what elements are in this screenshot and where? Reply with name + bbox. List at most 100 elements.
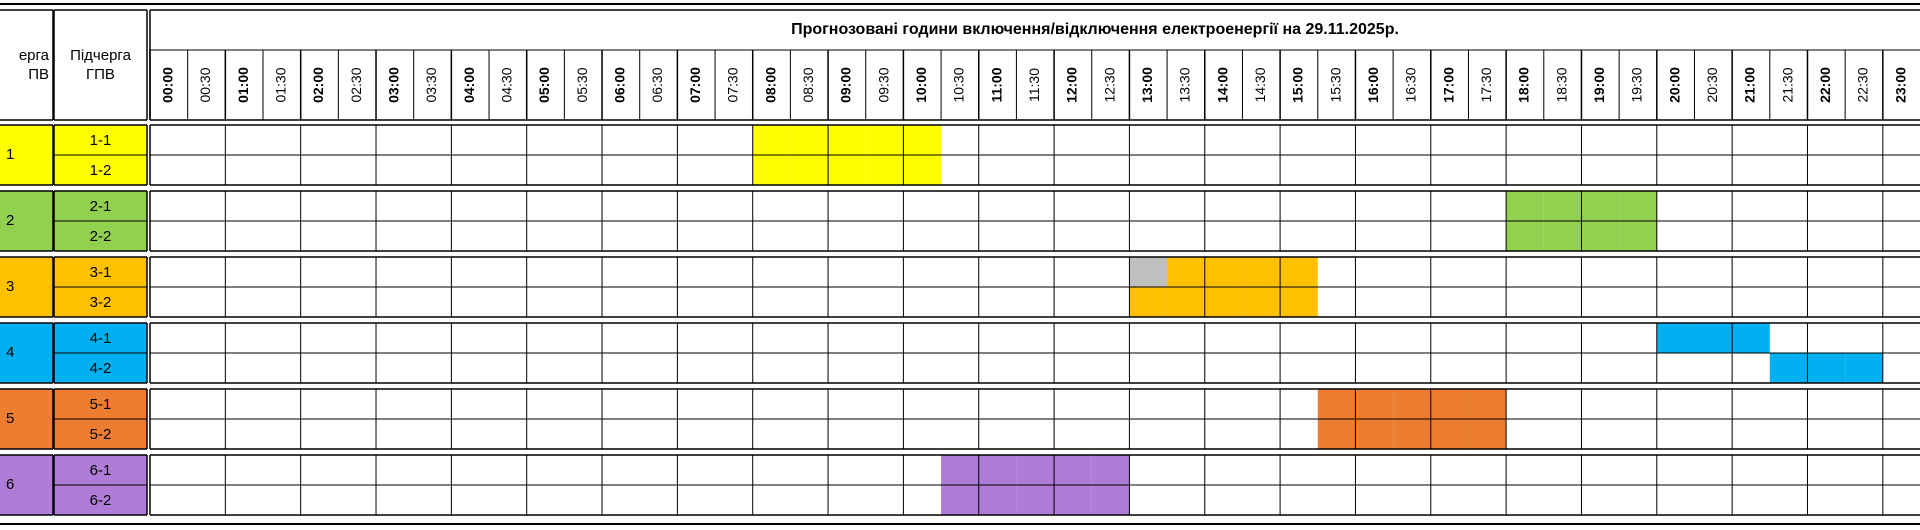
subgroup-label-6-1: 6-1 — [90, 462, 112, 479]
subgroup-cell-5-1 — [54, 389, 147, 419]
outage-cell — [1468, 389, 1507, 419]
group-cell-4 — [0, 323, 53, 383]
time-label-10:30: 10:30 — [951, 67, 967, 102]
group-label-1: 1 — [6, 146, 14, 163]
outage-cell — [978, 455, 1017, 485]
subgroup-label-1-2: 1-2 — [90, 162, 112, 179]
outage-cell — [865, 155, 904, 185]
time-label-10:00: 10:00 — [913, 67, 929, 103]
outage-cell — [1619, 221, 1657, 251]
time-label-03:30: 03:30 — [423, 67, 439, 102]
time-label-05:00: 05:00 — [536, 67, 552, 103]
subgroup-label-2-2: 2-2 — [90, 228, 112, 245]
outage-cell — [1016, 485, 1055, 515]
outage-cell — [1204, 287, 1243, 317]
outage-cell — [828, 125, 866, 155]
time-label-19:30: 19:30 — [1629, 67, 1645, 102]
outage-cell — [1430, 419, 1469, 449]
outage-cell — [1016, 455, 1055, 485]
time-label-17:00: 17:00 — [1440, 67, 1456, 103]
subgroup-cell-4-1 — [54, 323, 147, 353]
outage-cell — [1317, 419, 1356, 449]
subgroup-label-4-2: 4-2 — [90, 360, 112, 377]
outage-cell — [1656, 323, 1695, 353]
subgroup-label-1-1: 1-1 — [90, 132, 112, 149]
outage-cell — [941, 485, 979, 515]
time-label-20:30: 20:30 — [1704, 67, 1720, 102]
subgroup-column-header: Підчерга — [70, 47, 132, 64]
time-label-14:00: 14:00 — [1214, 67, 1230, 103]
outage-cell — [1430, 389, 1469, 419]
group-label-6: 6 — [6, 476, 14, 493]
outage-cell — [1694, 323, 1733, 353]
subgroup-label-2-1: 2-1 — [90, 198, 112, 215]
time-label-01:00: 01:00 — [235, 67, 251, 103]
time-label-07:30: 07:30 — [725, 67, 741, 102]
time-label-04:30: 04:30 — [499, 67, 515, 102]
time-label-22:30: 22:30 — [1855, 67, 1871, 102]
subgroup-label-5-1: 5-1 — [90, 396, 112, 413]
outage-cell — [1807, 353, 1846, 383]
outage-cell — [1317, 389, 1356, 419]
time-label-12:30: 12:30 — [1101, 67, 1117, 102]
outage-cell — [865, 125, 904, 155]
outage-cell — [1543, 221, 1582, 251]
time-label-18:00: 18:00 — [1516, 67, 1532, 103]
outage-cell — [1054, 455, 1092, 485]
subgroup-label-5-2: 5-2 — [90, 426, 112, 443]
subgroup-label-3-1: 3-1 — [90, 264, 112, 281]
subgroup-cell-2-1 — [54, 191, 147, 221]
group-column-header: ПВ — [28, 66, 49, 83]
time-label-08:30: 08:30 — [800, 67, 816, 102]
time-label-15:30: 15:30 — [1327, 67, 1343, 102]
time-label-01:30: 01:30 — [273, 67, 289, 102]
group-label-4: 4 — [6, 344, 14, 361]
outage-cell — [1091, 485, 1130, 515]
outage-cell — [1769, 353, 1808, 383]
outage-cell — [1845, 353, 1883, 383]
group-label-3: 3 — [6, 278, 14, 295]
subgroup-cell-4-2 — [54, 353, 147, 383]
group-cell-1 — [0, 125, 53, 185]
time-label-21:30: 21:30 — [1779, 67, 1795, 102]
outage-cell — [1393, 389, 1431, 419]
outage-cell — [1581, 221, 1620, 251]
subgroup-label-3-2: 3-2 — [90, 294, 112, 311]
table-title: Прогнозовані години включення/відключенн… — [791, 21, 1399, 38]
subgroup-column-header: ГПВ — [86, 66, 115, 83]
time-label-16:00: 16:00 — [1365, 67, 1381, 103]
outage-cell — [1506, 221, 1544, 251]
outage-cell — [790, 155, 829, 185]
time-label-11:30: 11:30 — [1026, 68, 1042, 102]
outage-cell — [903, 155, 942, 185]
outage-cell — [941, 455, 979, 485]
outage-cell — [1280, 287, 1318, 317]
time-label-21:00: 21:00 — [1742, 67, 1758, 103]
outage-cell — [828, 155, 866, 185]
group-label-2: 2 — [6, 212, 14, 229]
outage-cell — [1242, 257, 1281, 287]
time-label-13:30: 13:30 — [1177, 67, 1193, 102]
time-label-20:00: 20:00 — [1666, 67, 1682, 103]
subgroup-label-4-1: 4-1 — [90, 330, 112, 347]
outage-cell — [978, 485, 1017, 515]
group-cell-3 — [0, 257, 53, 317]
outage-cell — [1543, 191, 1582, 221]
time-label-00:00: 00:00 — [160, 67, 176, 103]
time-label-06:30: 06:30 — [649, 67, 665, 102]
outage-cell — [1355, 389, 1394, 419]
subgroup-cell-1-1 — [54, 125, 147, 155]
subgroup-cell-2-2 — [54, 221, 147, 251]
time-label-02:30: 02:30 — [348, 67, 364, 102]
time-label-05:30: 05:30 — [574, 67, 590, 102]
outage-cell — [1167, 287, 1205, 317]
outage-cell — [1732, 323, 1770, 353]
subgroup-cell-5-2 — [54, 419, 147, 449]
time-label-16:30: 16:30 — [1403, 67, 1419, 102]
outage-cell — [1506, 191, 1544, 221]
outage-cell — [903, 125, 942, 155]
outage-cell — [1619, 191, 1657, 221]
time-label-02:00: 02:00 — [310, 67, 326, 103]
group-cell-5 — [0, 389, 53, 449]
